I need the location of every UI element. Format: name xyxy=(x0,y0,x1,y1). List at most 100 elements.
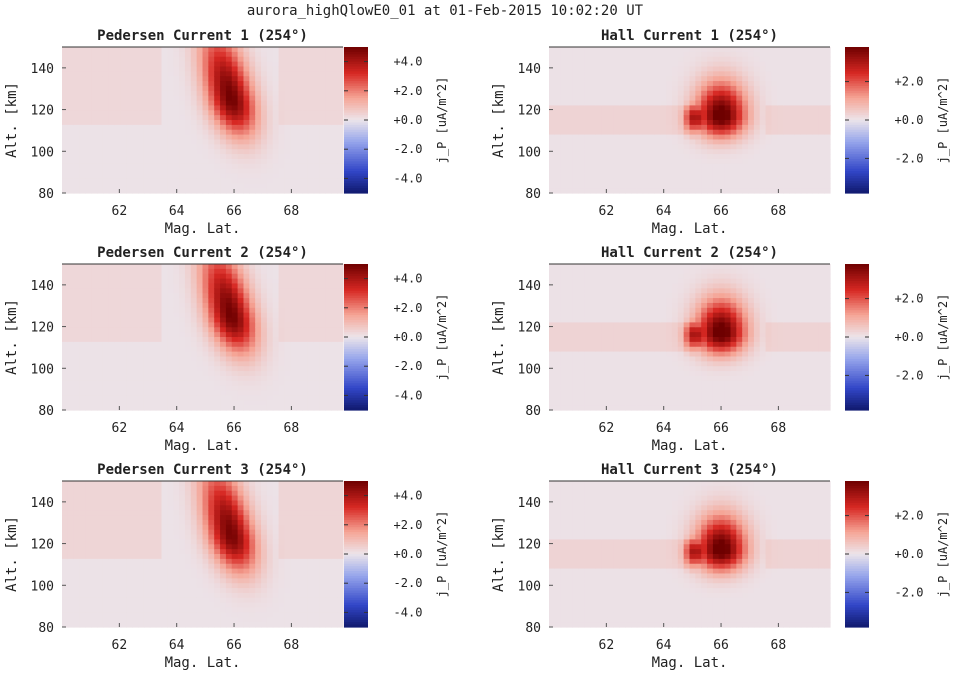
heatmap-cell xyxy=(266,288,274,294)
heatmap-cell xyxy=(560,61,568,68)
heatmap-cell xyxy=(249,332,256,338)
heatmap-cell xyxy=(208,85,215,92)
heatmap-cell xyxy=(196,395,204,401)
heatmap-cell xyxy=(613,302,620,309)
heatmap-cell xyxy=(549,168,556,175)
heatmap-cell xyxy=(243,312,250,319)
heatmap-cell xyxy=(771,188,778,194)
heatmap-cell xyxy=(566,302,574,309)
heatmap-cell xyxy=(225,312,233,319)
colorbar-segment xyxy=(845,100,869,104)
heatmap-cell xyxy=(337,100,344,106)
heatmap-cell xyxy=(214,90,221,97)
heatmap-cell xyxy=(272,115,280,121)
heatmap-cell xyxy=(272,188,280,194)
heatmap-cell xyxy=(689,163,696,170)
heatmap-cell xyxy=(132,332,139,338)
heatmap-cell xyxy=(173,95,180,102)
heatmap-cell xyxy=(595,163,603,170)
heatmap-cell xyxy=(337,47,344,53)
heatmap-cell xyxy=(712,47,720,53)
heatmap-cell xyxy=(771,168,778,175)
heatmap-cell xyxy=(695,115,702,121)
heatmap-cell xyxy=(85,71,92,77)
heatmap-cell xyxy=(272,85,280,92)
heatmap-cell xyxy=(554,178,562,184)
heatmap-cell xyxy=(161,47,168,53)
heatmap-cell xyxy=(114,95,122,102)
heatmap-cell xyxy=(167,385,174,392)
heatmap-cell xyxy=(671,134,679,141)
heatmap-cell xyxy=(231,395,239,401)
heatmap-cell xyxy=(167,327,174,333)
heatmap-cell xyxy=(595,47,603,53)
heatmap-cell xyxy=(126,76,133,82)
heatmap-cell xyxy=(184,163,192,170)
heatmap-cell xyxy=(630,105,638,111)
heatmap-cell xyxy=(220,134,227,141)
heatmap-cell xyxy=(560,134,568,141)
heatmap-cell xyxy=(607,273,614,280)
heatmap-cell xyxy=(595,158,603,165)
heatmap-cell xyxy=(307,380,315,387)
heatmap-cell xyxy=(143,385,151,392)
heatmap-cell xyxy=(771,178,778,184)
heatmap-cell xyxy=(584,90,591,97)
heatmap-cell xyxy=(331,278,338,285)
heatmap-cell xyxy=(208,278,215,285)
heatmap-cell xyxy=(272,337,280,343)
heatmap-cell xyxy=(284,375,291,382)
heatmap-cell xyxy=(296,268,303,275)
heatmap-cell xyxy=(302,322,309,328)
heatmap-cell xyxy=(313,312,321,319)
heatmap-cell xyxy=(630,66,638,72)
heatmap-cell xyxy=(173,264,180,270)
heatmap-cell xyxy=(249,361,256,367)
heatmap-cell xyxy=(630,154,638,160)
heatmap-cell xyxy=(718,61,726,68)
heatmap-cell xyxy=(85,188,92,194)
heatmap-cell xyxy=(753,129,761,136)
heatmap-cell xyxy=(114,149,122,155)
heatmap-cell xyxy=(613,183,620,189)
heatmap-cell xyxy=(237,105,245,111)
heatmap-cell xyxy=(97,371,104,377)
heatmap-cell xyxy=(707,183,714,189)
heatmap-cell xyxy=(560,66,568,72)
heatmap-cell xyxy=(789,71,796,77)
heatmap-cell xyxy=(155,124,163,131)
heatmap-cell xyxy=(255,173,262,179)
heatmap-cell xyxy=(231,154,239,160)
heatmap-cell xyxy=(578,375,585,382)
heatmap-cell xyxy=(272,322,280,328)
heatmap-cell xyxy=(307,327,315,333)
heatmap-cell xyxy=(91,154,98,160)
heatmap-cell xyxy=(167,395,174,401)
heatmap-cell xyxy=(549,395,556,401)
heatmap-cell xyxy=(648,183,655,189)
heatmap-cell xyxy=(284,341,291,348)
heatmap-cell xyxy=(748,56,755,63)
heatmap-cell xyxy=(266,188,274,194)
heatmap-cell xyxy=(701,129,708,136)
heatmap-cell xyxy=(261,90,268,97)
heatmap-cell xyxy=(607,400,614,406)
heatmap-cell xyxy=(261,337,268,343)
heatmap-cell xyxy=(67,356,75,362)
heatmap-cell xyxy=(566,351,574,358)
heatmap-cell xyxy=(578,288,585,294)
heatmap-cell xyxy=(290,395,297,401)
heatmap-cell xyxy=(108,366,116,372)
heatmap-cell xyxy=(196,317,204,323)
heatmap-cell xyxy=(249,322,256,328)
heatmap-cell xyxy=(695,124,702,131)
heatmap-cell xyxy=(237,283,245,289)
heatmap-cell xyxy=(296,346,303,353)
heatmap-cell xyxy=(73,139,81,145)
heatmap-cell xyxy=(284,51,291,58)
heatmap-cell xyxy=(302,341,309,348)
heatmap-cell xyxy=(666,154,673,160)
heatmap-cell xyxy=(554,90,562,97)
heatmap-cell xyxy=(319,302,327,309)
